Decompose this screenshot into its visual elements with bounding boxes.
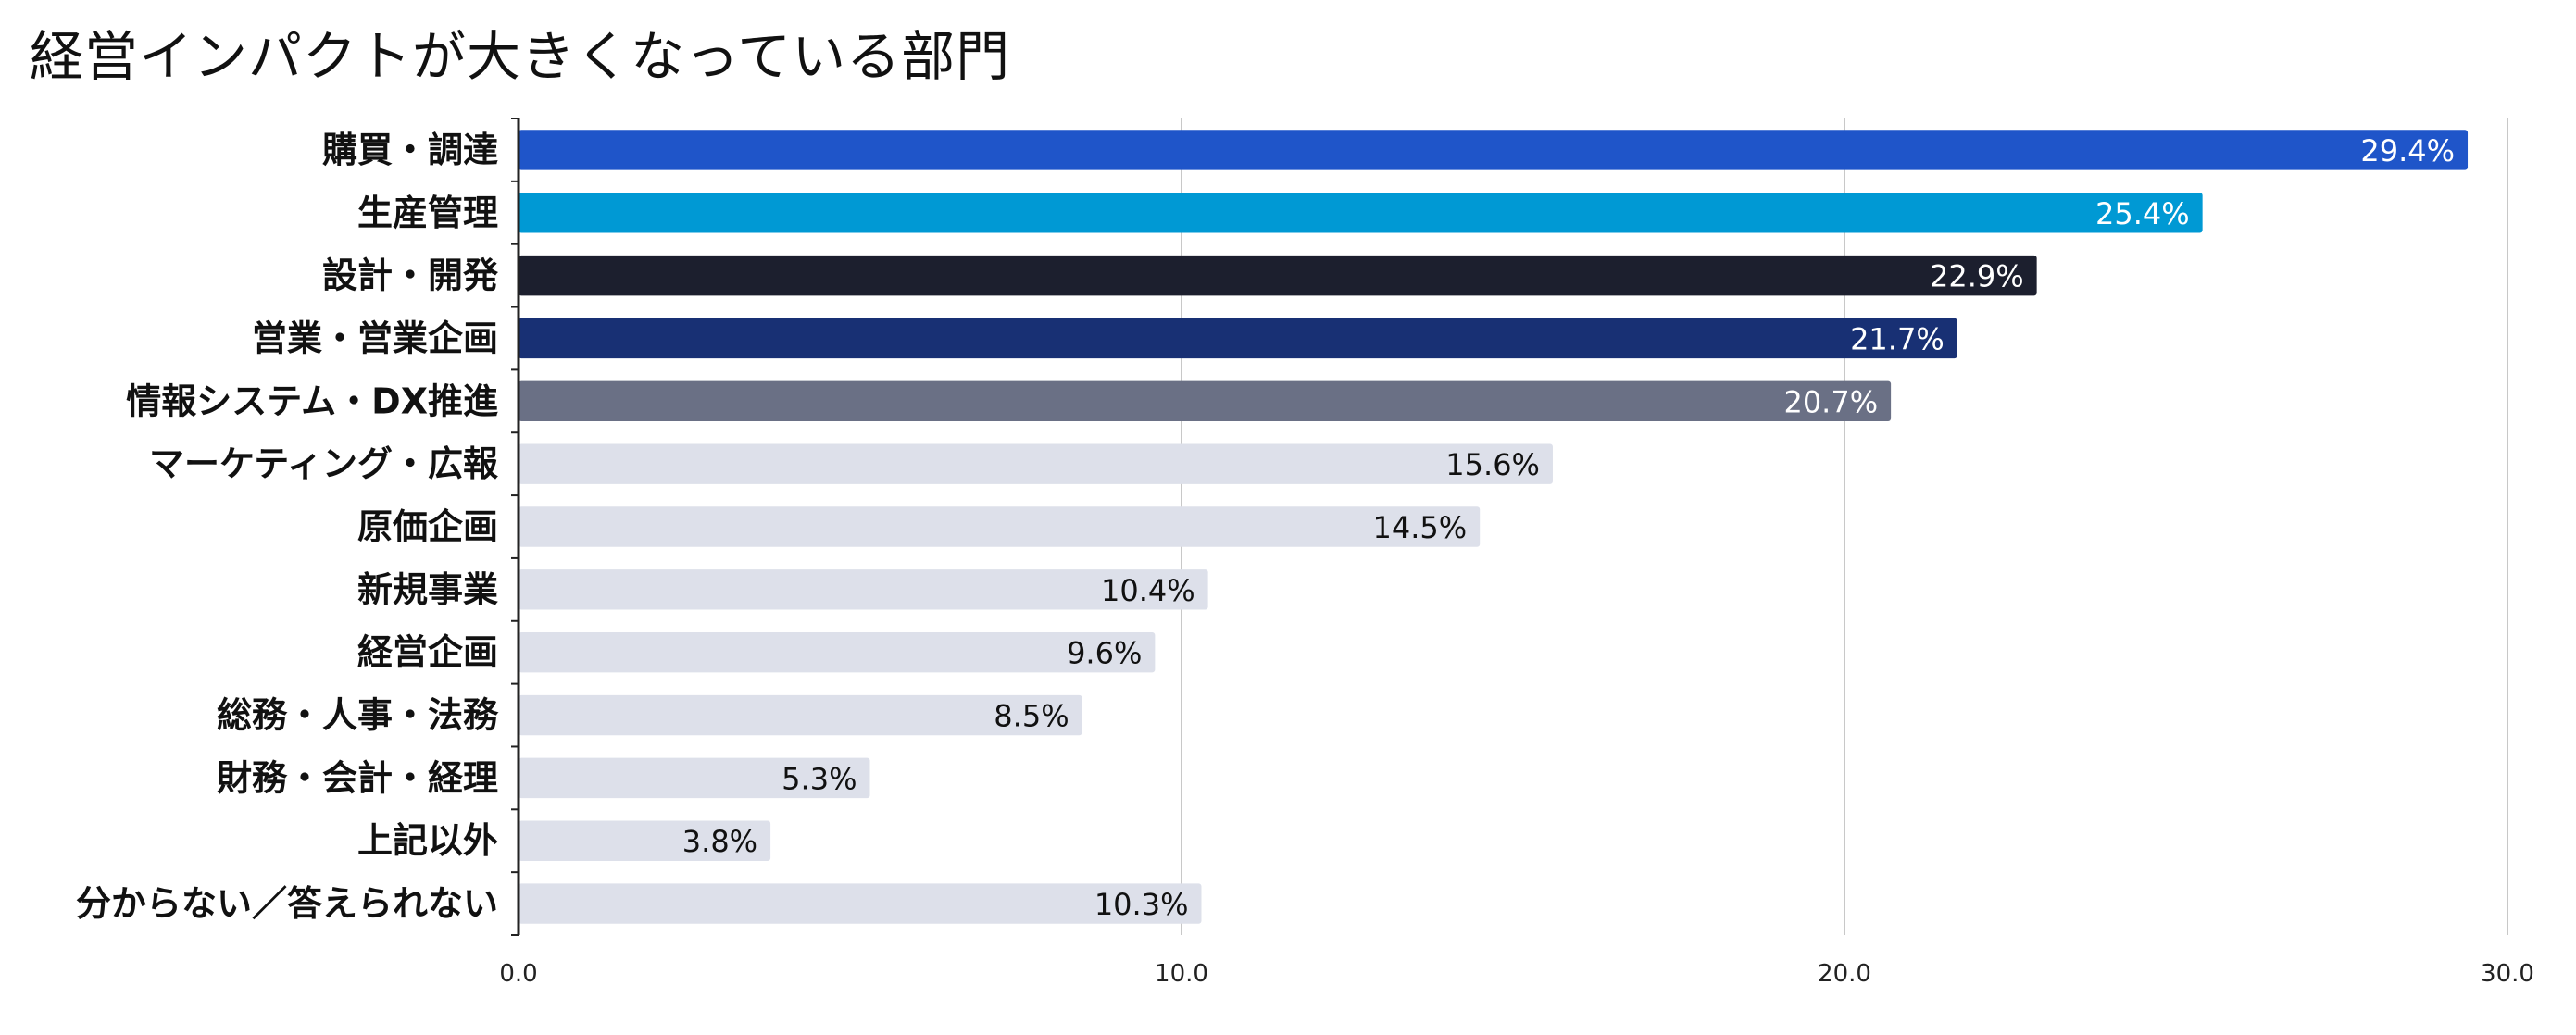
x-tick-label: 30.0 [2481, 960, 2534, 988]
category-label: 情報システム・DX推進 [126, 380, 498, 421]
value-label: 22.9% [1930, 259, 2024, 294]
category-label: 設計・開発 [322, 256, 499, 296]
bar [519, 193, 2203, 233]
value-label: 14.5% [1373, 510, 1468, 545]
category-label: 新規事業 [357, 569, 498, 610]
bar [519, 694, 1082, 736]
value-label: 3.8% [682, 824, 757, 859]
value-label: 29.4% [2360, 133, 2455, 168]
value-label: 25.4% [2095, 196, 2190, 231]
category-label: マーケティング・広報 [149, 443, 498, 484]
category-label: 分からない／答えられない [76, 883, 498, 924]
x-tick-label: 10.0 [1155, 960, 1208, 988]
value-label: 20.7% [1783, 384, 1878, 419]
category-label: 上記以外 [357, 820, 498, 861]
chart-title: 経営インパクトが大きくなっている部門 [30, 25, 1011, 88]
category-label: 総務・人事・法務 [217, 695, 499, 736]
category-label: 財務・会計・経理 [217, 757, 498, 798]
x-tick-label: 20.0 [1818, 960, 1871, 988]
bar [519, 380, 1892, 422]
category-label: 生産管理 [357, 193, 498, 233]
category-label: 原価企画 [357, 506, 498, 547]
bar [519, 255, 2037, 296]
bar [519, 130, 2469, 170]
bar [519, 883, 1202, 924]
bar [519, 820, 771, 861]
category-label: 購買・調達 [322, 130, 498, 170]
bar [519, 757, 870, 799]
value-label: 21.7% [1850, 321, 1945, 356]
value-label: 15.6% [1445, 447, 1540, 482]
bar [519, 569, 1208, 610]
x-tick-label: 0.0 [499, 960, 537, 988]
value-label: 8.5% [994, 699, 1069, 734]
value-label: 10.3% [1094, 887, 1189, 922]
bar [519, 631, 1156, 673]
value-label: 5.3% [782, 761, 857, 796]
value-label: 10.4% [1101, 573, 1195, 608]
bar [519, 443, 1553, 484]
value-label: 9.6% [1067, 636, 1142, 671]
bar [519, 506, 1481, 547]
category-label: 営業・営業企画 [252, 318, 498, 358]
category-label: 経営企画 [357, 632, 498, 673]
bar [519, 318, 1957, 359]
